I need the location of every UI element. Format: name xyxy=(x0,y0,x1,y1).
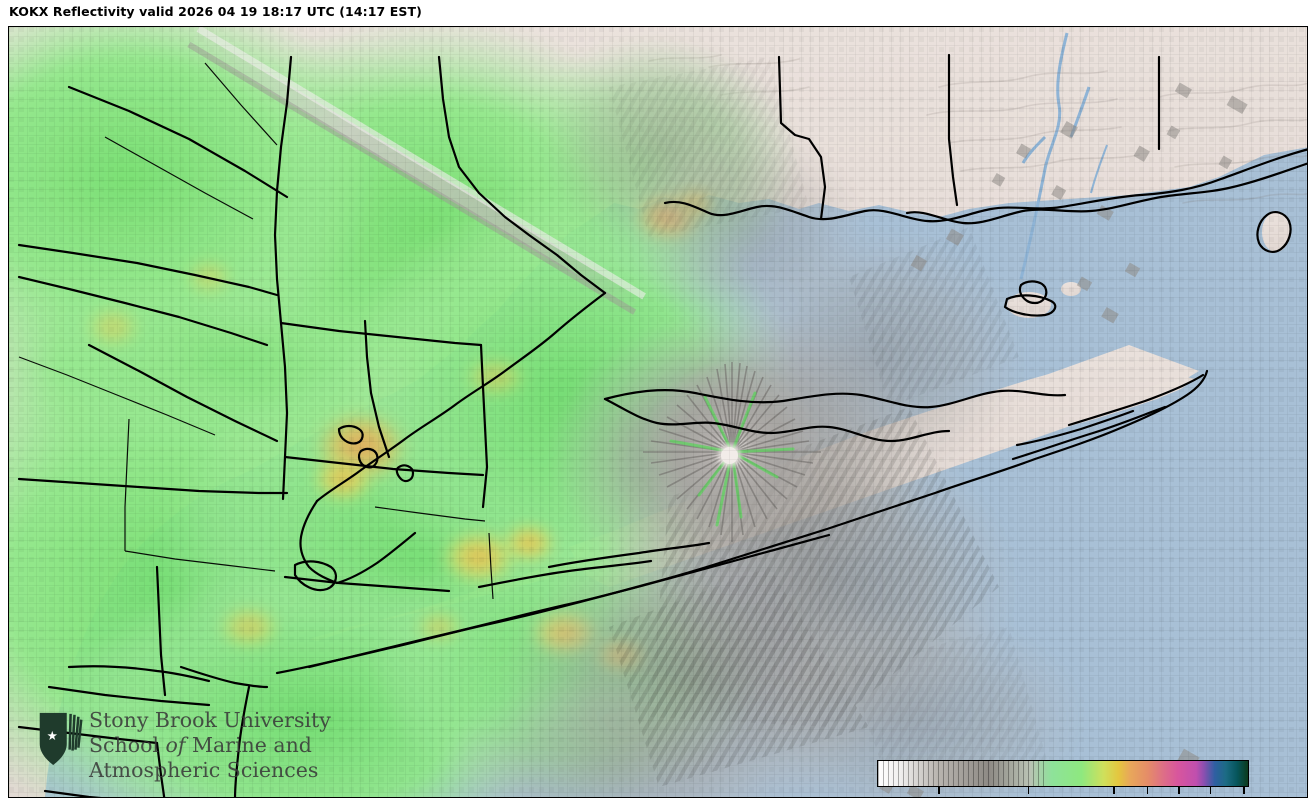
colorbar[interactable]: 0 20 40 50 60 70 80 xyxy=(877,760,1253,797)
colorbar-fill xyxy=(878,761,1248,786)
colorbar-label-50: 50 xyxy=(1137,796,1155,797)
colorbar-tick-40 xyxy=(1113,787,1115,794)
colorbar-label-20: 20 xyxy=(1018,796,1036,797)
colorbar-low-stripes xyxy=(878,761,1049,786)
shield-icon: ★ xyxy=(39,712,83,766)
logo-line-1: Stony Brook University xyxy=(89,708,331,732)
logo-line-3: Atmospheric Sciences xyxy=(89,758,319,782)
colorbar-tick-70 xyxy=(1209,787,1212,794)
colorbar-label-80: 80 xyxy=(1234,796,1252,797)
radar-map[interactable]: ★ Stony Brook University School of Marin… xyxy=(8,26,1308,798)
beam-blockage-spoke xyxy=(187,27,646,315)
sbu-logo-text: Stony Brook University School of Marine … xyxy=(89,708,331,783)
page-title: KOKX Reflectivity valid 2026 04 19 18:17… xyxy=(9,4,422,19)
logo-line-2: School of Marine and xyxy=(89,733,312,757)
borders-layer xyxy=(17,53,1307,797)
colorbar-tick-20 xyxy=(1027,787,1030,794)
colorbar-label-40: 40 xyxy=(1104,796,1122,797)
colorbar-tick-80 xyxy=(1243,787,1245,794)
colorbar-gradient[interactable] xyxy=(877,760,1249,787)
svg-text:★: ★ xyxy=(47,728,58,743)
colorbar-label-70: 70 xyxy=(1201,796,1219,797)
sbu-logo: ★ Stony Brook University School of Marin… xyxy=(37,708,331,794)
colorbar-label-60: 60 xyxy=(1169,796,1187,797)
colorbar-tick-0 xyxy=(938,787,940,794)
radar-cone-of-silence xyxy=(721,447,738,464)
colorbar-label-0: 0 xyxy=(934,796,943,797)
colorbar-tick-60 xyxy=(1178,787,1180,794)
colorbar-tick-50 xyxy=(1146,787,1149,794)
